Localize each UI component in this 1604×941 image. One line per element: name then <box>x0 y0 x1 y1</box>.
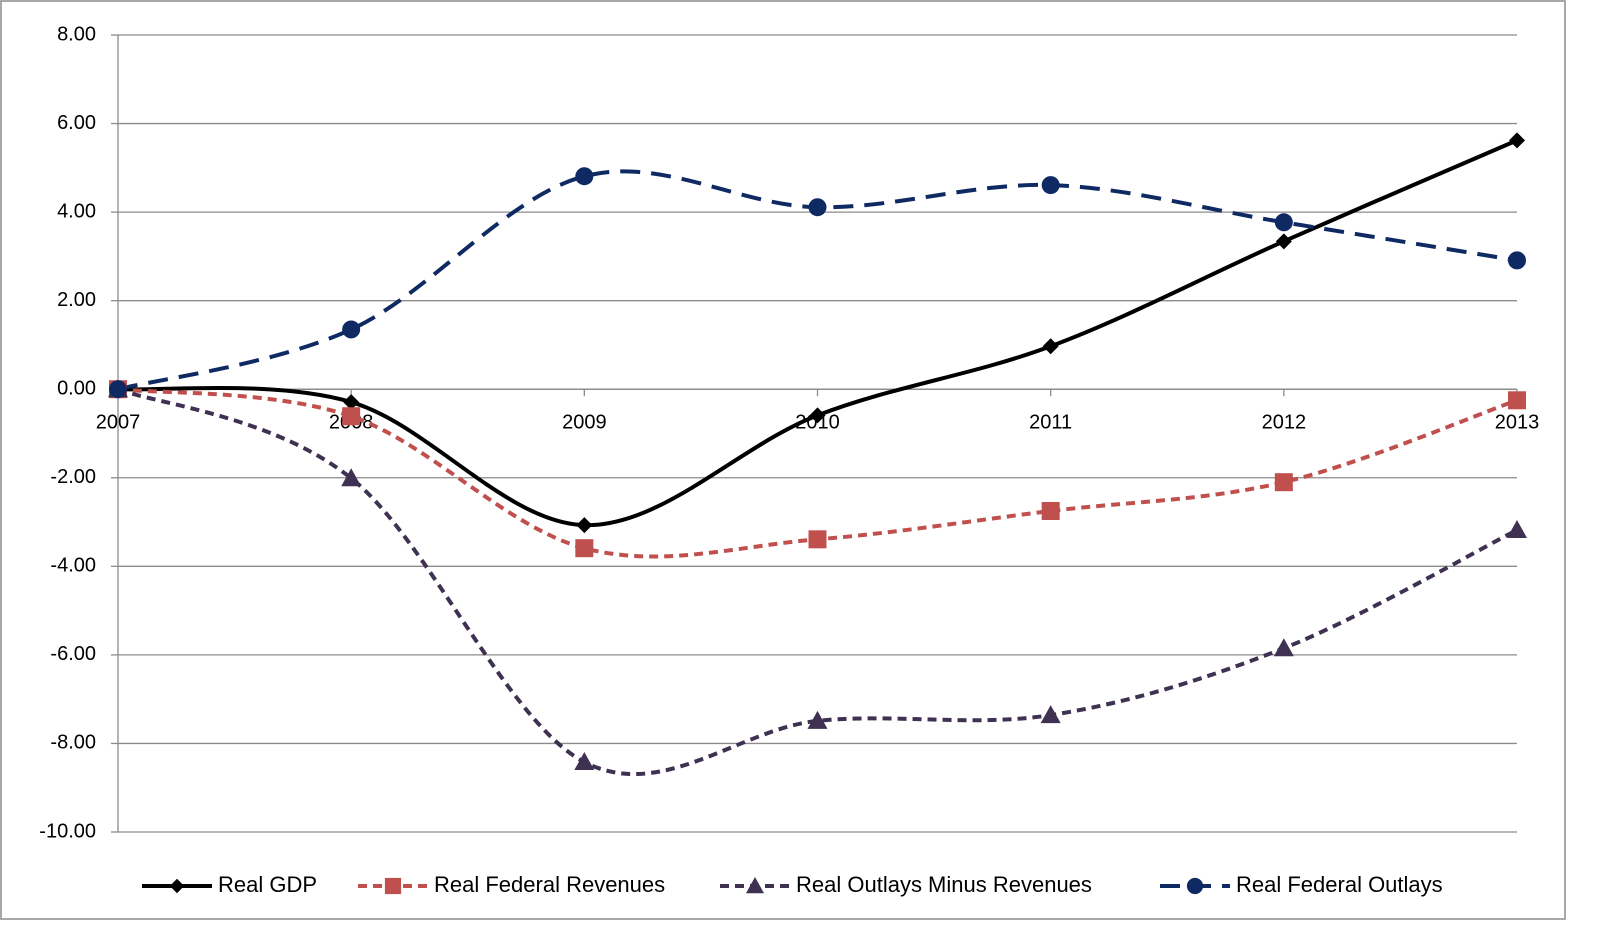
data-point <box>1508 391 1526 410</box>
data-point <box>1041 501 1060 520</box>
data-point <box>1042 338 1059 355</box>
y-tick-label: -10.00 <box>39 820 96 842</box>
data-point <box>1273 638 1294 657</box>
y-tick-label: 4.00 <box>57 200 96 222</box>
data-point <box>1509 132 1525 149</box>
chart-border <box>0 0 1566 920</box>
legend-marker <box>384 877 402 895</box>
data-point <box>1508 251 1526 270</box>
data-point <box>808 530 827 549</box>
legend-marker <box>746 877 764 894</box>
data-point <box>809 407 826 424</box>
data-point <box>807 710 828 729</box>
y-tick-label: 8.00 <box>57 23 96 45</box>
x-tick-label: 2013 <box>1495 412 1540 434</box>
data-point <box>1274 473 1293 492</box>
data-point <box>343 394 360 411</box>
y-tick-label: 0.00 <box>57 378 96 400</box>
legend-marker <box>169 878 185 894</box>
x-tick-label: 2009 <box>562 412 607 434</box>
legend-label: Real Federal Outlays <box>1236 872 1443 897</box>
x-tick-label: 2011 <box>1029 412 1072 434</box>
x-tick-label: 2007 <box>96 412 141 434</box>
data-point <box>575 167 594 186</box>
legend-label: Real Outlays Minus Revenues <box>796 872 1092 897</box>
data-point <box>808 198 827 217</box>
x-tick-label: 2012 <box>1262 412 1307 434</box>
data-point <box>342 407 361 426</box>
y-tick-label: -2.00 <box>50 466 96 488</box>
data-point <box>1275 233 1292 250</box>
legend-marker <box>1186 877 1204 895</box>
y-tick-label: -4.00 <box>50 555 96 577</box>
data-point <box>1040 705 1061 724</box>
data-point <box>1274 213 1293 232</box>
data-point <box>1041 176 1060 195</box>
legend-label: Real GDP <box>218 872 317 897</box>
data-point <box>341 468 362 487</box>
legend-label: Real Federal Revenues <box>434 872 665 897</box>
y-tick-label: 2.00 <box>57 289 96 311</box>
y-tick-label: 6.00 <box>57 112 96 134</box>
data-point <box>342 320 361 339</box>
data-point <box>109 380 127 399</box>
data-point <box>575 539 594 558</box>
data-point <box>1507 520 1527 539</box>
y-tick-label: -6.00 <box>50 643 96 665</box>
data-point <box>576 517 593 534</box>
data-point <box>574 752 595 771</box>
y-tick-label: -8.00 <box>50 732 96 754</box>
